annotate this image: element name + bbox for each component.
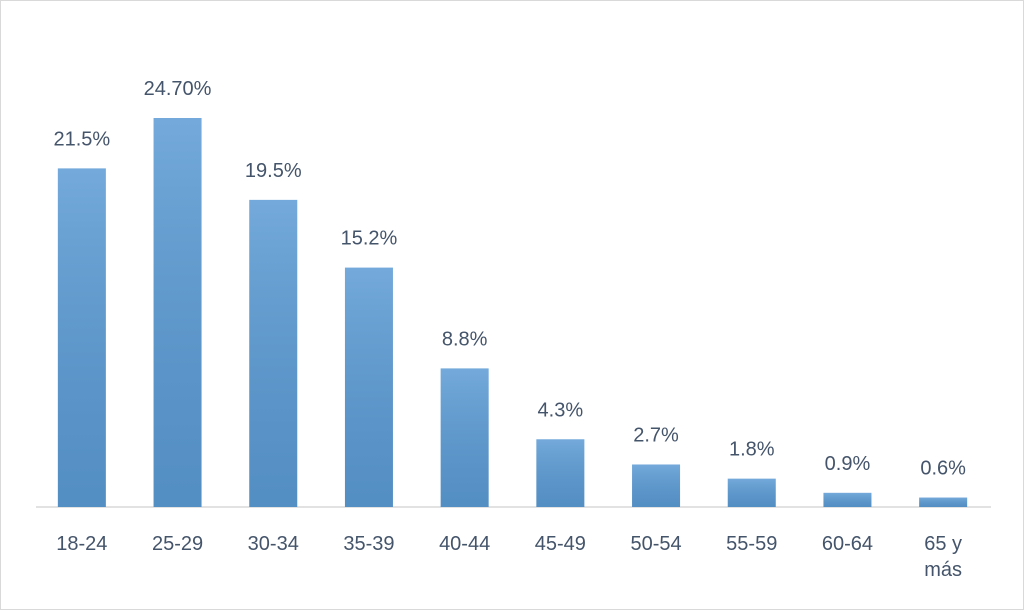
x-tick-label: 25-29 (151, 533, 204, 555)
bar-shade (536, 439, 585, 507)
x-tick-label: 55-59 (726, 533, 778, 555)
value-label: 4.3% (538, 399, 584, 421)
bar-shade (153, 118, 202, 507)
value-label: 24.70% (144, 78, 212, 100)
value-label: 1.8% (729, 439, 775, 461)
x-tick-label: 60-64 (821, 533, 874, 555)
value-label: 15.2% (341, 228, 398, 250)
x-tick-label: 30-34 (247, 533, 299, 555)
bar-shade (823, 492, 872, 507)
x-tick-label: 50-54 (630, 533, 682, 555)
value-label: 0.6% (920, 458, 966, 480)
x-tick-label: 65 y más (924, 533, 963, 581)
x-tick-label: 18-24 (56, 533, 108, 555)
x-tick-label: 40-44 (439, 533, 491, 555)
bar-shade (344, 267, 393, 507)
value-label: 8.8% (442, 328, 488, 350)
bar-shade (440, 368, 489, 507)
x-tick-label: 45-49 (534, 533, 586, 555)
bar-shade (57, 168, 106, 507)
bar-shade (727, 478, 776, 507)
value-label: 2.7% (633, 424, 679, 446)
value-label: 21.5% (53, 128, 110, 150)
bar-shade (632, 464, 681, 507)
value-label: 19.5% (245, 160, 302, 182)
bar-shade (249, 199, 298, 508)
bar-shade (919, 497, 968, 507)
value-label: 0.9% (825, 453, 871, 475)
x-tick-label: 35-39 (343, 533, 395, 555)
